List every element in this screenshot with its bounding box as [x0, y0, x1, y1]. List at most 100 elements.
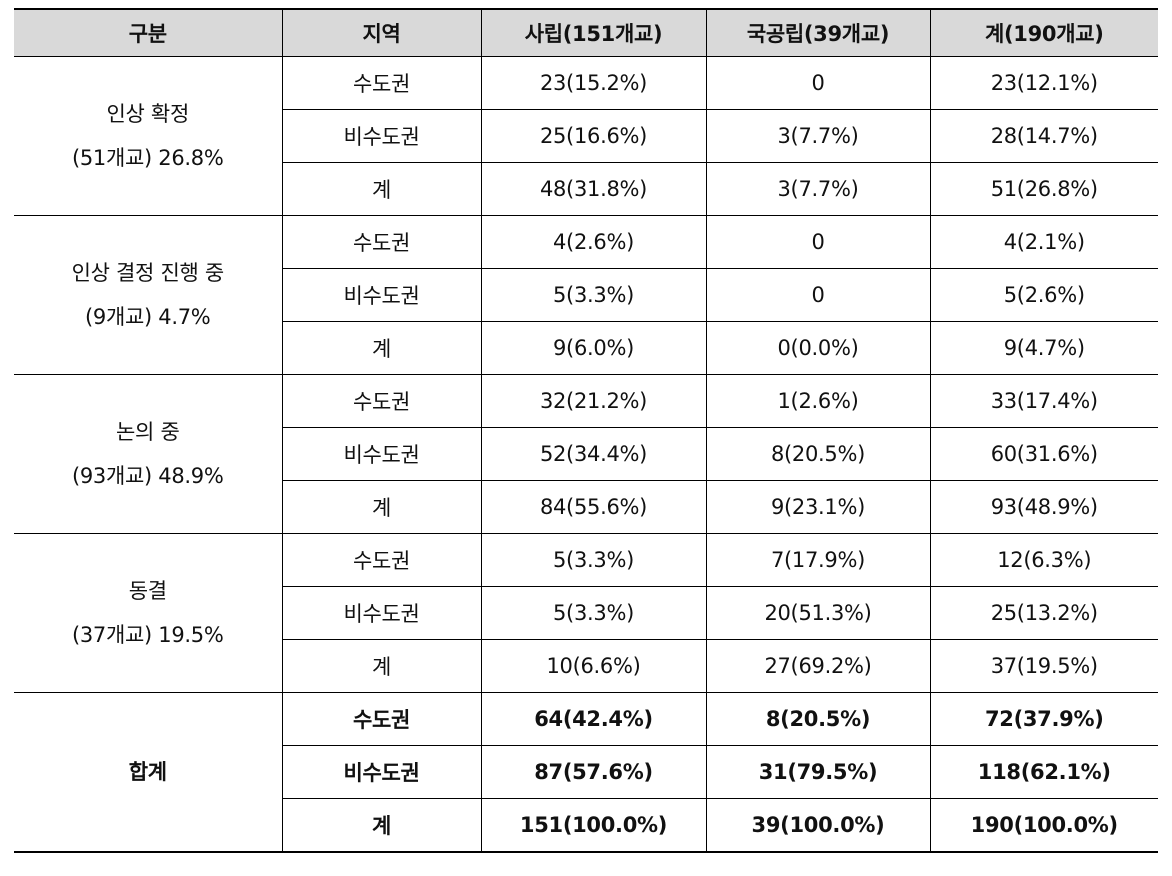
table-row: 계 84(55.6%) 9(23.1%) 93(48.9%) — [14, 480, 1158, 534]
total-cell: 9(4.7%) — [929, 321, 1158, 375]
group-raise-in-progress: 인상 결정 진행 중 (9개교) 4.7% 수도권 4(2.6%) 0 4(2.… — [14, 215, 1158, 375]
region-cell: 비수도권 — [282, 109, 482, 163]
region-cell: 수도권 — [281, 215, 482, 269]
region-cell: 비수도권 — [282, 268, 482, 322]
total-cell: 25(13.2%) — [929, 586, 1158, 640]
private-cell: 25(16.6%) — [480, 109, 707, 163]
region-cell: 수도권 — [281, 56, 482, 110]
region-cell: 계 — [282, 162, 482, 216]
group-label-count: (93개교) 48.9% — [71, 464, 224, 488]
tuition-status-table: 구분 지역 사립(151개교) 국공립(39개교) 계(190개교) 인상 확정… — [14, 8, 1158, 853]
private-cell: 52(34.4%) — [480, 427, 707, 481]
public-cell: 39(100.0%) — [705, 798, 931, 853]
table-row: 동결 (37개교) 19.5% 수도권 5(3.3%) 7(17.9%) 12(… — [14, 533, 1158, 693]
table-row: 비수도권 87(57.6%) 31(79.5%) 118(62.1%) — [14, 745, 1158, 799]
public-cell: 3(7.7%) — [705, 162, 931, 216]
group-label-count: (51개교) 26.8% — [71, 146, 224, 170]
header-region: 지역 — [281, 8, 482, 57]
group-label-count: (37개교) 19.5% — [71, 623, 224, 647]
total-cell: 51(26.8%) — [929, 162, 1158, 216]
group-label-count: (9개교) 4.7% — [85, 305, 211, 329]
table-row: 비수도권 52(34.4%) 8(20.5%) 60(31.6%) — [14, 427, 1158, 481]
public-cell: 0 — [705, 215, 931, 269]
table-row: 인상 결정 진행 중 (9개교) 4.7% 수도권 4(2.6%) 0 4(2.… — [14, 215, 1158, 375]
header-public: 국공립(39개교) — [705, 8, 931, 57]
group-label-title: 인상 확정 — [106, 102, 190, 126]
header-category: 구분 — [14, 8, 283, 57]
public-cell: 8(20.5%) — [705, 692, 931, 746]
total-cell: 28(14.7%) — [929, 109, 1158, 163]
header-private: 사립(151개교) — [480, 8, 707, 57]
public-cell: 8(20.5%) — [705, 427, 931, 481]
header-total: 계(190개교) — [929, 8, 1158, 57]
group-under-discussion: 논의 중 (93개교) 48.9% 수도권 32(21.2%) 1(2.6%) … — [14, 374, 1158, 534]
group-summary: 합계 수도권 64(42.4%) 8(20.5%) 72(37.9%) 비수도권… — [14, 692, 1158, 853]
public-cell: 0(0.0%) — [705, 321, 931, 375]
region-cell: 계 — [282, 798, 482, 853]
table-row: 계 9(6.0%) 0(0.0%) 9(4.7%) — [14, 321, 1158, 375]
total-cell: 60(31.6%) — [929, 427, 1158, 481]
table-row: 논의 중 (93개교) 48.9% 수도권 32(21.2%) 1(2.6%) … — [14, 374, 1158, 534]
group-label: 인상 확정 (51개교) 26.8% — [14, 56, 283, 216]
region-cell: 계 — [282, 480, 482, 534]
total-cell: 4(2.1%) — [929, 215, 1158, 269]
private-cell: 23(15.2%) — [480, 56, 707, 110]
total-cell: 33(17.4%) — [929, 374, 1158, 428]
private-cell: 9(6.0%) — [480, 321, 707, 375]
private-cell: 5(3.3%) — [480, 586, 707, 640]
table-row: 비수도권 5(3.3%) 0 5(2.6%) — [14, 268, 1158, 322]
region-cell: 비수도권 — [282, 427, 482, 481]
region-cell: 비수도권 — [282, 745, 482, 799]
group-label: 인상 결정 진행 중 (9개교) 4.7% — [14, 215, 283, 375]
private-cell: 64(42.4%) — [480, 692, 707, 746]
total-cell: 23(12.1%) — [929, 56, 1158, 110]
total-cell: 190(100.0%) — [929, 798, 1158, 853]
private-cell: 5(3.3%) — [480, 533, 707, 587]
public-cell: 27(69.2%) — [705, 639, 931, 693]
summary-label: 합계 — [14, 692, 283, 853]
region-cell: 수도권 — [281, 533, 482, 587]
table-row: 합계 수도권 64(42.4%) 8(20.5%) 72(37.9%) — [14, 692, 1158, 853]
private-cell: 87(57.6%) — [480, 745, 707, 799]
total-cell: 12(6.3%) — [929, 533, 1158, 587]
public-cell: 7(17.9%) — [705, 533, 931, 587]
public-cell: 9(23.1%) — [705, 480, 931, 534]
group-label-title: 동결 — [128, 579, 167, 603]
table-row: 비수도권 5(3.3%) 20(51.3%) 25(13.2%) — [14, 586, 1158, 640]
region-cell: 계 — [282, 639, 482, 693]
group-label-title: 인상 결정 진행 중 — [71, 261, 225, 285]
public-cell: 20(51.3%) — [705, 586, 931, 640]
public-cell: 0 — [705, 268, 931, 322]
group-frozen: 동결 (37개교) 19.5% 수도권 5(3.3%) 7(17.9%) 12(… — [14, 533, 1158, 693]
table-row: 계 10(6.6%) 27(69.2%) 37(19.5%) — [14, 639, 1158, 693]
region-cell: 비수도권 — [282, 586, 482, 640]
table-row: 인상 확정 (51개교) 26.8% 수도권 23(15.2%) 0 23(12… — [14, 56, 1158, 216]
total-cell: 37(19.5%) — [929, 639, 1158, 693]
public-cell: 31(79.5%) — [705, 745, 931, 799]
total-cell: 118(62.1%) — [929, 745, 1158, 799]
private-cell: 32(21.2%) — [480, 374, 707, 428]
public-cell: 3(7.7%) — [705, 109, 931, 163]
region-cell: 수도권 — [281, 692, 482, 746]
total-cell: 72(37.9%) — [929, 692, 1158, 746]
private-cell: 5(3.3%) — [480, 268, 707, 322]
group-label-title: 논의 중 — [116, 420, 180, 444]
public-cell: 1(2.6%) — [705, 374, 931, 428]
group-raise-confirmed: 인상 확정 (51개교) 26.8% 수도권 23(15.2%) 0 23(12… — [14, 56, 1158, 216]
private-cell: 48(31.8%) — [480, 162, 707, 216]
total-cell: 93(48.9%) — [929, 480, 1158, 534]
region-cell: 계 — [282, 321, 482, 375]
private-cell: 84(55.6%) — [480, 480, 707, 534]
total-cell: 5(2.6%) — [929, 268, 1158, 322]
private-cell: 10(6.6%) — [480, 639, 707, 693]
table-row: 비수도권 25(16.6%) 3(7.7%) 28(14.7%) — [14, 109, 1158, 163]
table-row: 계 151(100.0%) 39(100.0%) 190(100.0%) — [14, 798, 1158, 853]
header-row: 구분 지역 사립(151개교) 국공립(39개교) 계(190개교) — [14, 8, 1158, 57]
public-cell: 0 — [705, 56, 931, 110]
group-label: 논의 중 (93개교) 48.9% — [14, 374, 283, 534]
private-cell: 4(2.6%) — [480, 215, 707, 269]
group-label: 동결 (37개교) 19.5% — [14, 533, 283, 693]
region-cell: 수도권 — [281, 374, 482, 428]
private-cell: 151(100.0%) — [480, 798, 707, 853]
table-row: 계 48(31.8%) 3(7.7%) 51(26.8%) — [14, 162, 1158, 216]
